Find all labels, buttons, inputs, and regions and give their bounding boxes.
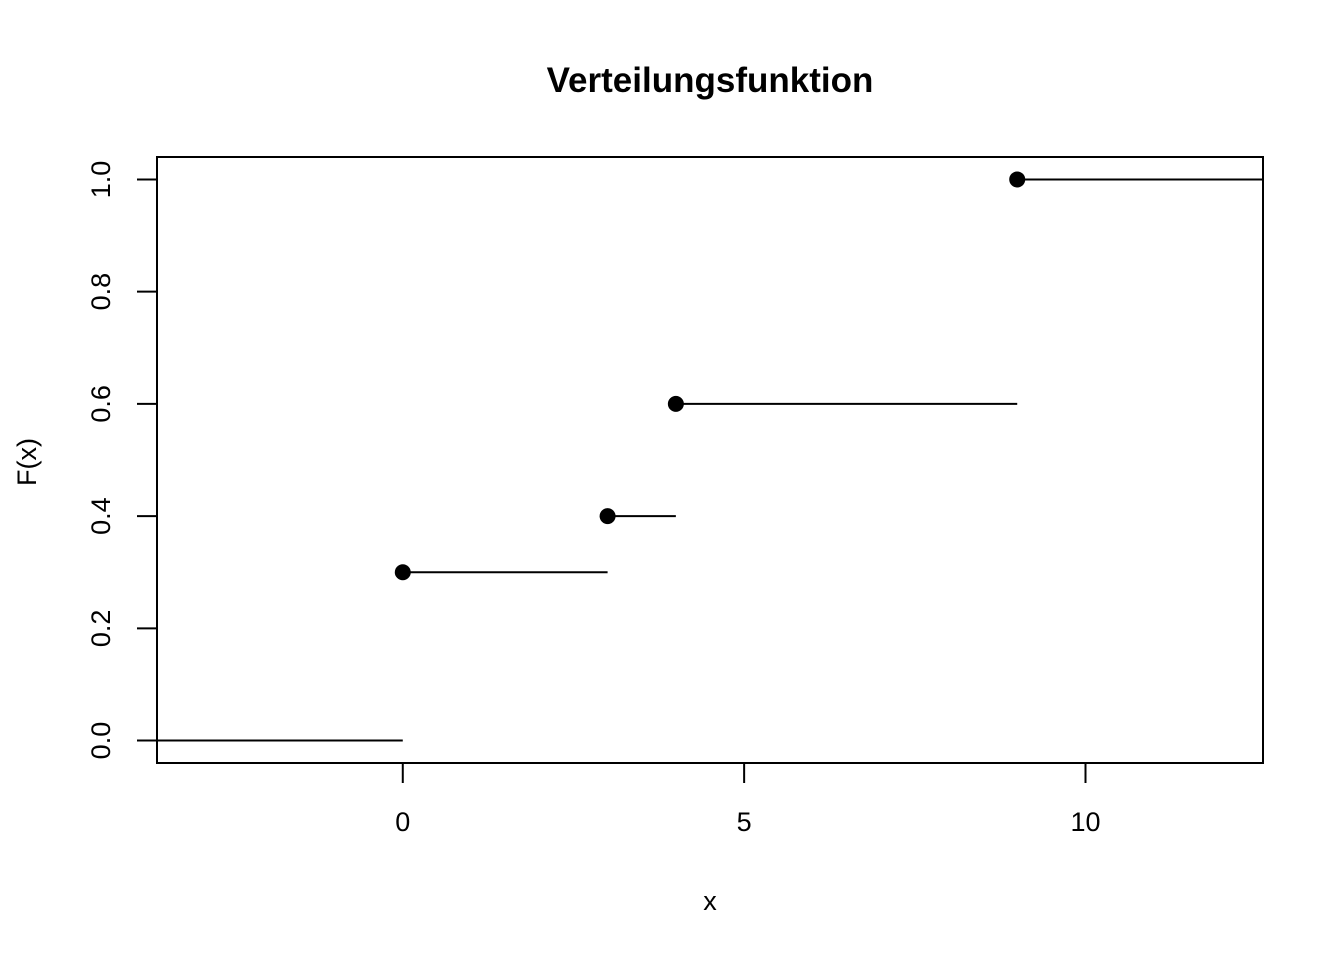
y-tick-label: 0.4 (86, 497, 116, 535)
x-axis-label: x (703, 886, 717, 916)
step-series (157, 171, 1263, 742)
x-axis: 0 5 10 (395, 762, 1101, 837)
y-tick-label: 1.0 (86, 161, 116, 199)
step-point (599, 508, 616, 525)
y-tick-label: 0.0 (86, 722, 116, 760)
step-point (394, 564, 411, 581)
y-axis-label: F(x) (12, 438, 42, 486)
x-tick-label: 5 (737, 807, 752, 837)
y-tick-label: 0.2 (86, 610, 116, 648)
y-tick-label: 0.8 (86, 273, 116, 311)
x-tick-label: 0 (395, 807, 410, 837)
step-point (1009, 171, 1026, 188)
step-point (667, 395, 684, 412)
chart-title: Verteilungsfunktion (547, 61, 874, 100)
y-tick-label: 0.6 (86, 385, 116, 423)
plot-frame (156, 156, 1264, 764)
x-tick-label: 10 (1070, 807, 1100, 837)
y-axis: 0.0 0.2 0.4 0.6 0.8 1.0 (86, 161, 158, 760)
